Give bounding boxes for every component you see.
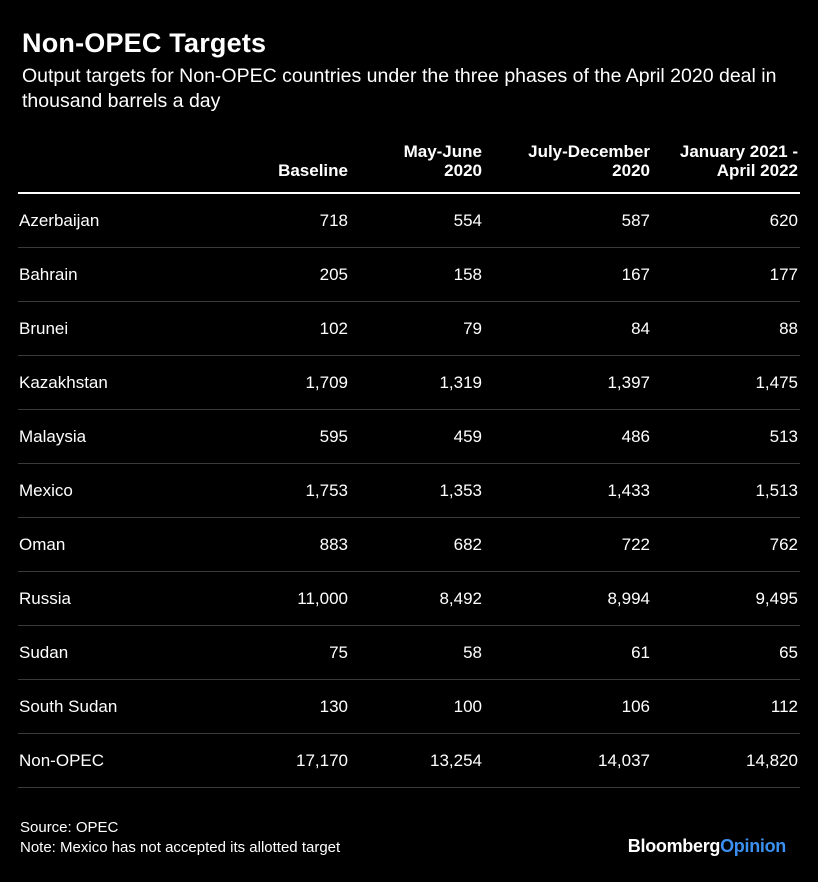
cell-baseline: 102 — [218, 301, 350, 356]
cell-july-december-2020: 167 — [484, 247, 652, 302]
table-row: Oman 883 682 722 762 — [18, 517, 800, 572]
cell-baseline: 1,753 — [218, 463, 350, 518]
cell-baseline: 11,000 — [218, 571, 350, 626]
cell-jan-2021-april-2022: 65 — [652, 625, 800, 680]
cell-july-december-2020: 84 — [484, 301, 652, 356]
table-row: Kazakhstan 1,709 1,319 1,397 1,475 — [18, 355, 800, 410]
table-row: Mexico 1,753 1,353 1,433 1,513 — [18, 463, 800, 518]
row-label: Kazakhstan — [18, 355, 218, 410]
row-label: South Sudan — [18, 679, 218, 734]
cell-july-december-2020: 14,037 — [484, 733, 652, 788]
cell-jan-2021-april-2022: 513 — [652, 409, 800, 464]
cell-july-december-2020: 486 — [484, 409, 652, 464]
chart-title: Non-OPEC Targets — [22, 28, 267, 58]
table-header: Baseline May-June 2020 July-December 2020 Jan… — [18, 140, 800, 194]
row-label: Bahrain — [18, 247, 218, 302]
cell-july-december-2020: 1,397 — [484, 355, 652, 410]
cell-baseline: 1,709 — [218, 355, 350, 410]
cell-may-june-2020: 1,319 — [350, 355, 484, 410]
cell-jan-2021-april-2022: 1,513 — [652, 463, 800, 518]
cell-jan-2021-april-2022: 620 — [652, 193, 800, 248]
column-header-july-december-2020: July-December 2020 — [484, 140, 652, 194]
column-header-line: April 2022 — [716, 161, 798, 180]
source-note: Source: OPEC — [20, 819, 119, 836]
cell-july-december-2020: 1,433 — [484, 463, 652, 518]
cell-baseline: 75 — [218, 625, 350, 680]
cell-may-june-2020: 682 — [350, 517, 484, 572]
row-label: Russia — [18, 571, 218, 626]
cell-may-june-2020: 8,492 — [350, 571, 484, 626]
table-body: Azerbaijan 718 554 587 620 Bahrain 205 158 167 17… — [18, 193, 800, 788]
column-header-baseline: Baseline — [218, 140, 350, 194]
cell-may-june-2020: 554 — [350, 193, 484, 248]
column-header-country — [18, 140, 218, 194]
cell-jan-2021-april-2022: 177 — [652, 247, 800, 302]
row-label: Mexico — [18, 463, 218, 518]
table-row: Non-OPEC 17,170 13,254 14,037 14,820 — [18, 733, 800, 788]
chart-subtitle: Output targets for Non-OPEC countries un… — [22, 65, 777, 112]
bloomberg-opinion-logo: BloombergOpinion — [627, 836, 787, 857]
cell-may-june-2020: 100 — [350, 679, 484, 734]
cell-may-june-2020: 79 — [350, 301, 484, 356]
cell-july-december-2020: 61 — [484, 625, 652, 680]
cell-may-june-2020: 158 — [350, 247, 484, 302]
row-label: Brunei — [18, 301, 218, 356]
logo-brand: Bloomberg — [627, 836, 721, 856]
cell-may-june-2020: 459 — [350, 409, 484, 464]
cell-may-june-2020: 1,353 — [350, 463, 484, 518]
cell-baseline: 130 — [218, 679, 350, 734]
cell-jan-2021-april-2022: 9,495 — [652, 571, 800, 626]
table-row: Brunei 102 79 84 88 — [18, 301, 800, 356]
targets-table: Baseline May-June 2020 July-December 2020 Jan… — [18, 140, 800, 788]
column-header-line: May-June — [403, 142, 482, 161]
cell-baseline: 17,170 — [218, 733, 350, 788]
row-label: Malaysia — [18, 409, 218, 464]
column-header-line: 2020 — [612, 161, 650, 180]
cell-jan-2021-april-2022: 762 — [652, 517, 800, 572]
cell-baseline: 205 — [218, 247, 350, 302]
row-label: Oman — [18, 517, 218, 572]
chart-footer: Source: OPEC Note: Mexico has not accept… — [20, 818, 340, 858]
header-row: Baseline May-June 2020 July-December 2020 Jan… — [18, 140, 800, 194]
mexico-note: Note: Mexico has not accepted its allott… — [20, 839, 341, 856]
row-label: Non-OPEC — [18, 733, 218, 788]
cell-july-december-2020: 722 — [484, 517, 652, 572]
logo-opinion: Opinion — [720, 836, 786, 856]
cell-baseline: 883 — [218, 517, 350, 572]
cell-jan-2021-april-2022: 88 — [652, 301, 800, 356]
cell-may-june-2020: 13,254 — [350, 733, 484, 788]
column-header-line: January 2021 - — [679, 142, 798, 161]
cell-baseline: 595 — [218, 409, 350, 464]
cell-may-june-2020: 58 — [350, 625, 484, 680]
table-row: Azerbaijan 718 554 587 620 — [18, 193, 800, 248]
cell-july-december-2020: 106 — [484, 679, 652, 734]
column-header-may-june-2020: May-June 2020 — [350, 140, 484, 194]
row-label: Azerbaijan — [18, 193, 218, 248]
column-header-line: Baseline — [278, 161, 348, 180]
column-header-line: 2020 — [444, 161, 482, 180]
table-row: Sudan 75 58 61 65 — [18, 625, 800, 680]
cell-jan-2021-april-2022: 1,475 — [652, 355, 800, 410]
cell-july-december-2020: 587 — [484, 193, 652, 248]
table-row: Bahrain 205 158 167 177 — [18, 247, 800, 302]
cell-baseline: 718 — [218, 193, 350, 248]
column-header-line: July-December — [528, 142, 650, 161]
cell-jan-2021-april-2022: 112 — [652, 679, 800, 734]
row-label: Sudan — [18, 625, 218, 680]
table-row: South Sudan 130 100 106 112 — [18, 679, 800, 734]
cell-jan-2021-april-2022: 14,820 — [652, 733, 800, 788]
table-row: Malaysia 595 459 486 513 — [18, 409, 800, 464]
column-header-jan-2021-april-2022: January 2021 - April 2022 — [652, 140, 800, 194]
cell-july-december-2020: 8,994 — [484, 571, 652, 626]
table-row: Russia 11,000 8,492 8,994 9,495 — [18, 571, 800, 626]
